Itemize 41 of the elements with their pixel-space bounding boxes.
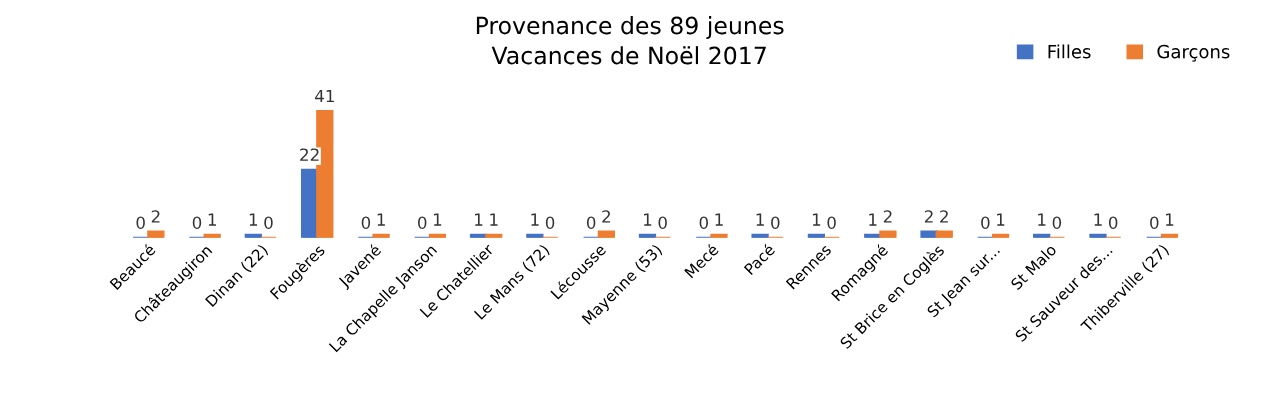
data-label: 1 [377, 213, 385, 226]
data-label: 22 [300, 148, 319, 161]
data-label: 1 [433, 213, 442, 226]
data-label: 0 [418, 216, 427, 229]
legend-label: Filles [1048, 44, 1091, 59]
chart-title: Provenance des 89 jeunes Vacances de Noël 2017 [476, 16, 784, 65]
data-label: 2 [151, 210, 160, 223]
data-label: 1 [997, 213, 1005, 226]
data-label: 1 [249, 213, 258, 226]
data-label: 1 [1094, 213, 1102, 226]
data-label: 2 [883, 210, 892, 223]
data-label: 1 [1038, 213, 1046, 226]
data-label: 1 [208, 213, 216, 226]
data-label: 1 [812, 213, 821, 226]
data-label: 0 [827, 216, 836, 229]
data-label: 0 [136, 216, 145, 229]
data-label: 1 [475, 213, 483, 226]
data-label: 0 [192, 216, 202, 229]
data-label: 0 [545, 216, 555, 229]
data-label: 1 [644, 213, 652, 226]
data-label: 2 [940, 210, 948, 223]
data-label: 0 [1150, 216, 1159, 229]
data-label: 0 [658, 216, 667, 229]
data-label: 1 [490, 213, 498, 226]
data-label: 2 [924, 210, 933, 223]
data-label: 0 [699, 216, 708, 229]
data-label: 1 [756, 213, 764, 226]
data-label: 1 [531, 213, 539, 226]
data-label: 0 [264, 216, 273, 229]
data-label: 0 [771, 216, 780, 229]
data-label: 1 [869, 213, 877, 226]
legend-label: Garçons [1157, 44, 1230, 62]
data-label: 41 [315, 89, 334, 103]
data-label: 0 [981, 216, 990, 229]
data-label: 0 [586, 216, 596, 229]
data-label: 0 [361, 216, 371, 229]
data-label: 0 [1052, 216, 1062, 229]
data-label: 2 [602, 210, 610, 223]
data-label: 1 [1166, 213, 1174, 226]
data-label: 1 [715, 213, 723, 226]
data-label: 0 [1108, 216, 1118, 229]
